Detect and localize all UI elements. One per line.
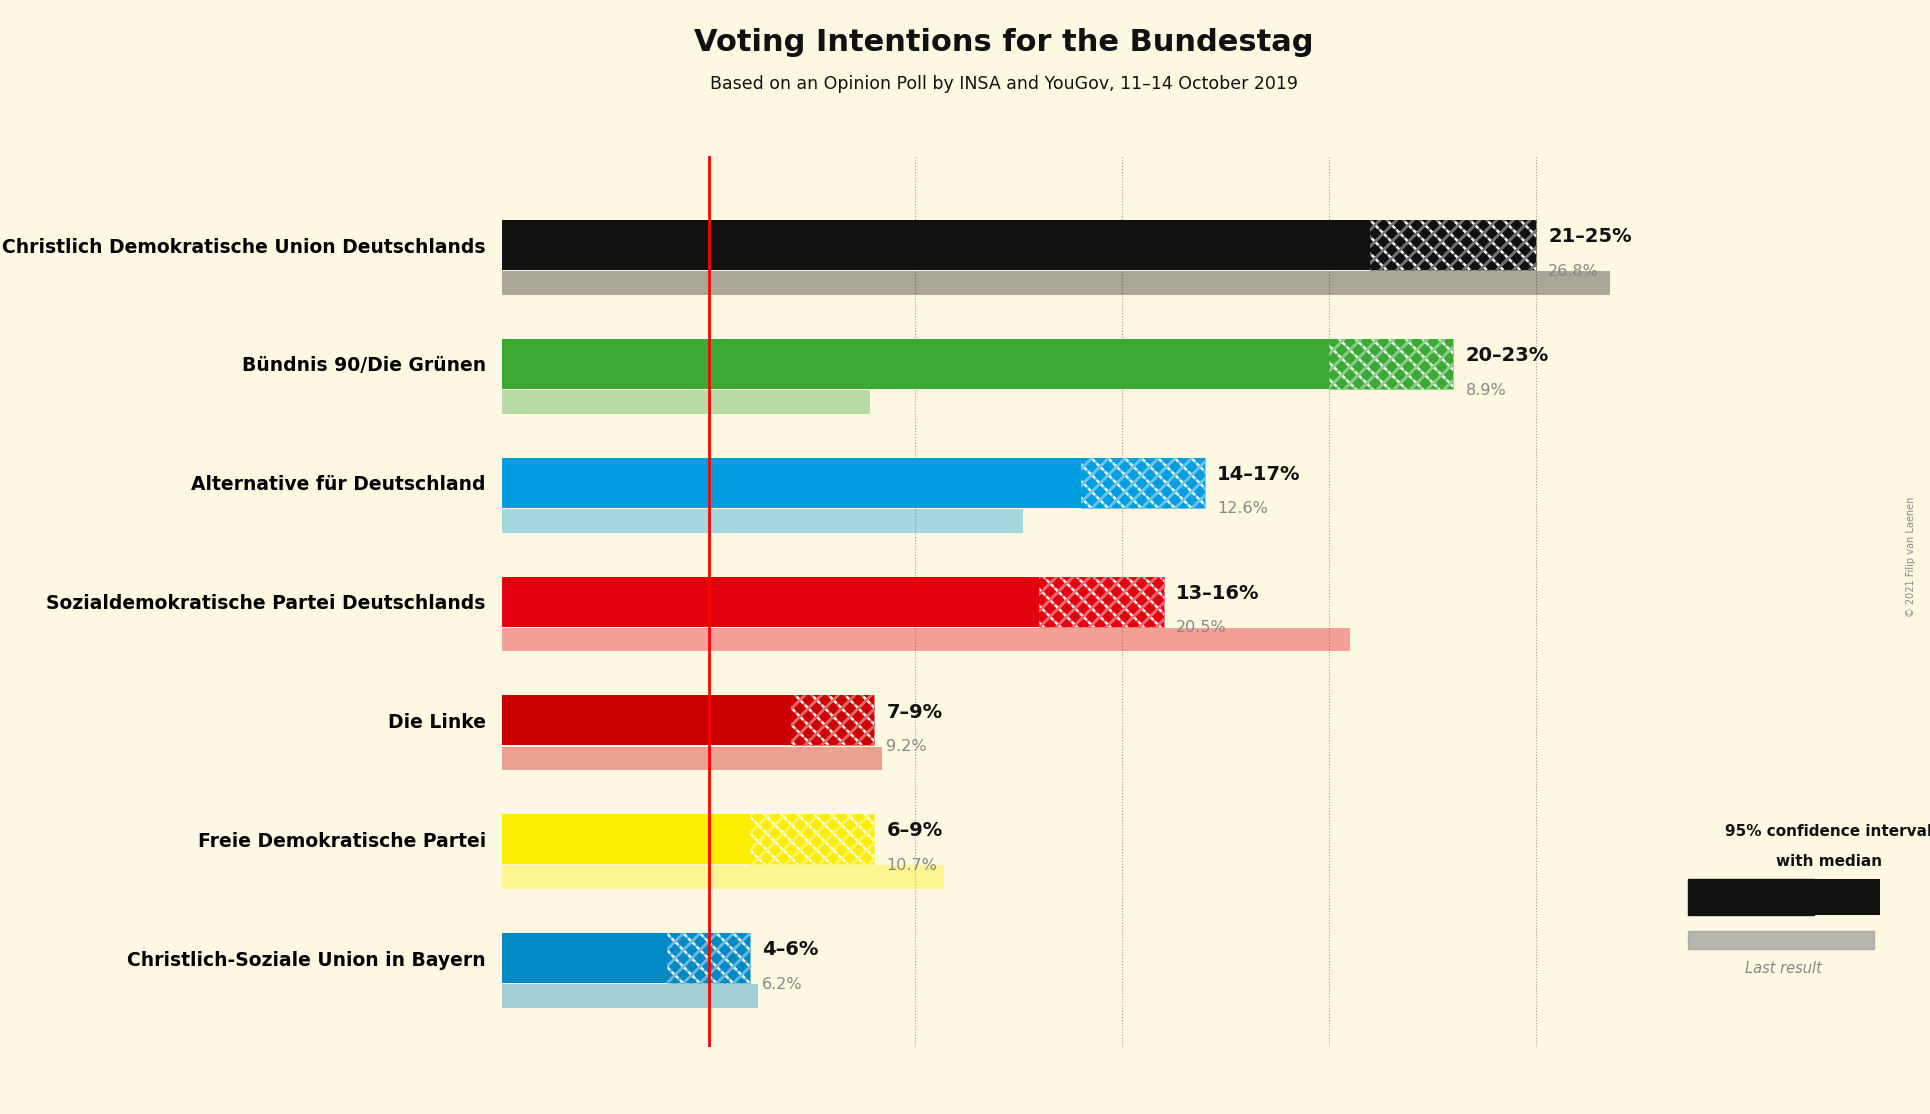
Bar <box>791 695 874 745</box>
Text: 7–9%: 7–9% <box>886 703 942 722</box>
Bar <box>502 390 870 413</box>
Text: 26.8%: 26.8% <box>1548 264 1600 278</box>
Text: 21–25%: 21–25% <box>1548 227 1631 246</box>
Text: Last result: Last result <box>1745 960 1822 976</box>
Bar <box>502 339 1330 389</box>
Bar <box>1880 879 1930 915</box>
Text: 20–23%: 20–23% <box>1465 346 1548 365</box>
Text: 20.5%: 20.5% <box>1175 620 1227 635</box>
Text: 8.9%: 8.9% <box>1465 382 1505 398</box>
Text: 6.2%: 6.2% <box>762 977 803 991</box>
Bar <box>1330 339 1453 389</box>
Bar <box>502 509 1023 532</box>
Bar <box>502 814 751 864</box>
Bar <box>668 934 751 983</box>
Bar <box>1370 221 1536 270</box>
Bar <box>668 934 751 983</box>
Text: 12.6%: 12.6% <box>1218 501 1268 517</box>
Bar <box>1040 577 1164 626</box>
Bar <box>1081 458 1204 508</box>
Bar <box>502 577 1040 626</box>
Text: © 2021 Filip van Laenen: © 2021 Filip van Laenen <box>1907 497 1916 617</box>
Bar <box>502 271 1610 295</box>
Text: Based on an Opinion Poll by INSA and YouGov, 11–14 October 2019: Based on an Opinion Poll by INSA and You… <box>710 75 1297 92</box>
Text: 9.2%: 9.2% <box>886 739 926 754</box>
Text: Voting Intentions for the Bundestag: Voting Intentions for the Bundestag <box>695 28 1312 57</box>
Bar <box>1689 930 1874 949</box>
Bar <box>502 866 944 889</box>
Text: with median: with median <box>1776 854 1882 869</box>
Bar <box>1689 879 1814 915</box>
Bar <box>1330 339 1453 389</box>
Text: 13–16%: 13–16% <box>1175 584 1260 603</box>
Bar <box>1814 879 1880 915</box>
Text: 4–6%: 4–6% <box>762 940 818 959</box>
Bar <box>502 695 791 745</box>
Text: 6–9%: 6–9% <box>886 821 942 840</box>
Bar <box>1370 221 1536 270</box>
Bar <box>502 934 668 983</box>
Bar <box>1081 458 1204 508</box>
Text: 10.7%: 10.7% <box>886 858 938 873</box>
Bar <box>502 458 1081 508</box>
Bar <box>502 221 1370 270</box>
Bar <box>1814 879 1880 915</box>
Bar <box>502 627 1349 652</box>
Bar <box>1040 577 1164 626</box>
Bar <box>502 984 758 1008</box>
Bar <box>751 814 874 864</box>
Bar <box>751 814 874 864</box>
Bar <box>791 695 874 745</box>
Text: 95% confidence interval: 95% confidence interval <box>1725 824 1930 839</box>
Text: 14–17%: 14–17% <box>1218 465 1301 483</box>
Bar <box>502 746 882 770</box>
